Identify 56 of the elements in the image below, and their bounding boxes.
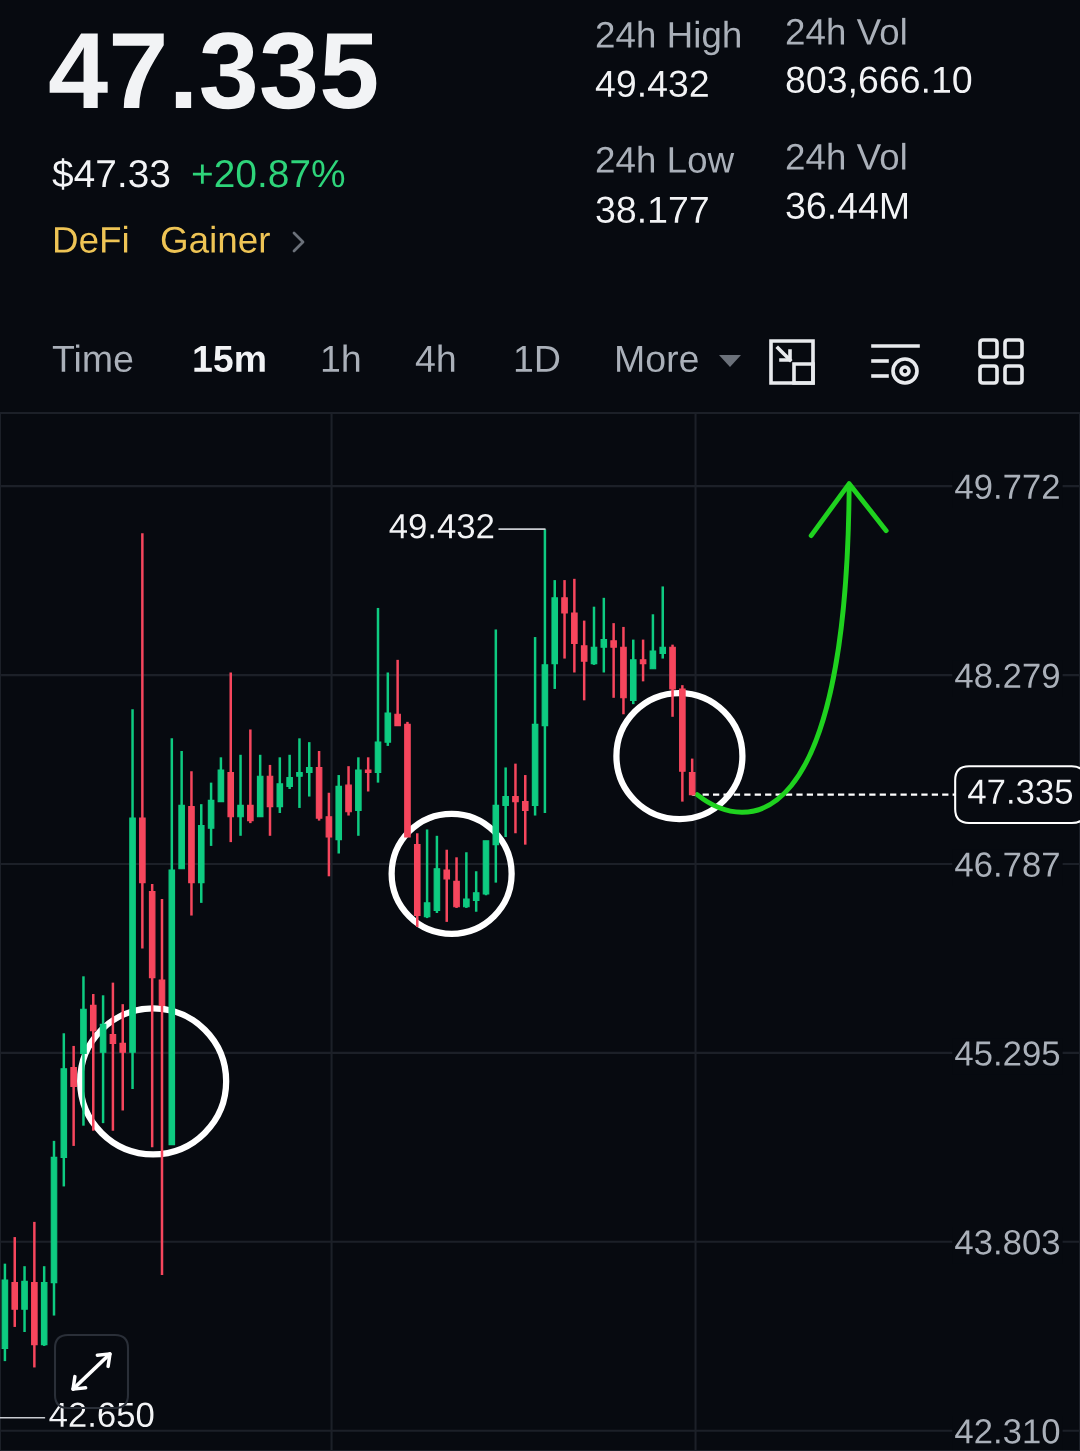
candlestick	[109, 981, 117, 1132]
candlestick	[502, 766, 509, 839]
text: 24h High	[596, 20, 740, 56]
y-tick-label: 46.787	[955, 852, 1059, 877]
text: 49.432	[595, 70, 708, 98]
text: 24h Low	[596, 145, 735, 173]
candlestick	[423, 828, 431, 920]
text: 36.44M	[786, 192, 907, 220]
candlestick	[325, 791, 333, 878]
text: +20.87%	[192, 159, 345, 188]
text: Gainer	[161, 225, 270, 253]
y-tick-label: 49.772	[955, 474, 1059, 500]
candlestick	[521, 773, 529, 846]
y-tick-label: 42.310	[955, 1419, 1060, 1444]
text: 15m	[194, 345, 265, 373]
candlestick	[296, 737, 303, 810]
candlestick	[286, 753, 293, 791]
candlestick	[247, 728, 254, 825]
candlestick	[70, 1044, 77, 1148]
candlestick	[659, 585, 667, 660]
text: 38.177	[596, 196, 708, 224]
y-tick-label: 45.295	[955, 1041, 1060, 1066]
candlestick	[512, 762, 519, 835]
text: Time	[52, 344, 133, 373]
candlestick	[276, 756, 284, 815]
text: 4h	[415, 344, 455, 372]
text: 24h Vol	[786, 142, 906, 170]
candlestick	[443, 848, 451, 924]
candlestick	[600, 596, 608, 674]
y-tick-label: 43.803	[955, 1230, 1060, 1255]
annotation: 49.432	[389, 513, 494, 539]
text: 1D	[515, 345, 560, 372]
candlestick	[237, 753, 244, 838]
annotation: 42.650	[49, 1402, 154, 1428]
text: $47.33	[52, 158, 170, 190]
candlestick	[305, 740, 313, 798]
candlestick	[688, 757, 696, 797]
candlestick	[610, 621, 617, 700]
candlestick	[472, 869, 480, 913]
candlestick	[158, 897, 166, 1277]
y-tick-label: 48.279	[955, 663, 1059, 689]
candlestick	[463, 851, 470, 910]
text: DeFi	[55, 225, 128, 253]
text: 24h Vol	[786, 17, 906, 45]
candlestick	[119, 1002, 127, 1112]
text: More	[617, 345, 698, 373]
text: 47.335	[49, 32, 377, 110]
text: 1h	[322, 344, 360, 372]
ref-line-label: 47.335	[968, 779, 1073, 804]
candlestick	[580, 619, 588, 702]
candlestick	[394, 658, 401, 727]
candlestick	[561, 578, 568, 660]
candlestick	[364, 756, 372, 793]
text: 803,666.10	[786, 66, 972, 98]
candlestick	[649, 613, 657, 670]
candlestick	[639, 638, 647, 683]
